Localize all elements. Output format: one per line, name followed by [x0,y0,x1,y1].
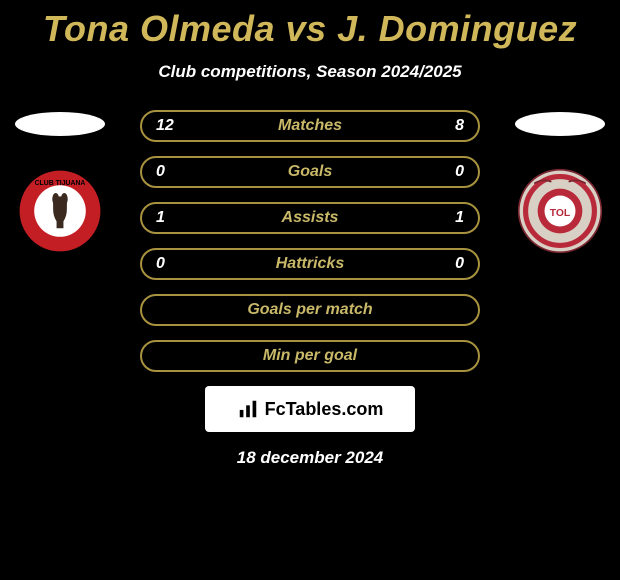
left-player-col: CLUB TIJUANA [10,110,110,254]
stat-row: 12 Matches 8 [140,110,480,142]
stat-label: Min per goal [263,347,357,365]
branding-label: FcTables.com [265,399,384,420]
stat-left-value: 0 [156,255,184,273]
stat-right-value: 1 [436,209,464,227]
chart-icon [237,398,259,420]
stat-row: Goals per match [140,294,480,326]
date-line: 18 december 2024 [237,448,384,468]
left-club-logo: CLUB TIJUANA [17,168,103,254]
stat-left-value: 0 [156,163,184,181]
stat-label: Hattricks [276,255,344,273]
stat-row: Min per goal [140,340,480,372]
right-player-silhouette [515,112,605,136]
left-player-silhouette [15,112,105,136]
page-title: Tona Olmeda vs J. Dominguez [43,8,577,50]
stat-label: Assists [282,209,339,227]
stat-label: Goals per match [247,301,372,319]
stat-left-value: 1 [156,209,184,227]
stat-right-value: 0 [436,163,464,181]
branding-badge: FcTables.com [205,386,415,432]
comparison-card: Tona Olmeda vs J. Dominguez Club competi… [0,0,620,580]
stat-row: 0 Goals 0 [140,156,480,188]
subtitle: Club competitions, Season 2024/2025 [158,62,461,82]
svg-text:CLUB TIJUANA: CLUB TIJUANA [35,180,86,187]
right-player-col: TOL [510,110,610,254]
stat-left-value: 12 [156,117,184,135]
stat-row: 0 Hattricks 0 [140,248,480,280]
stat-label: Goals [288,163,332,181]
main-area: CLUB TIJUANA 12 Matches 8 0 Goals 0 1 Assists 1 0… [0,110,620,372]
stat-right-value: 8 [436,117,464,135]
stat-row: 1 Assists 1 [140,202,480,234]
stats-column: 12 Matches 8 0 Goals 0 1 Assists 1 0 Hattricks 0 Goa… [110,110,510,372]
stat-right-value: 0 [436,255,464,273]
stat-label: Matches [278,117,342,135]
right-club-logo: TOL [517,168,603,254]
svg-text:TOL: TOL [550,208,570,219]
